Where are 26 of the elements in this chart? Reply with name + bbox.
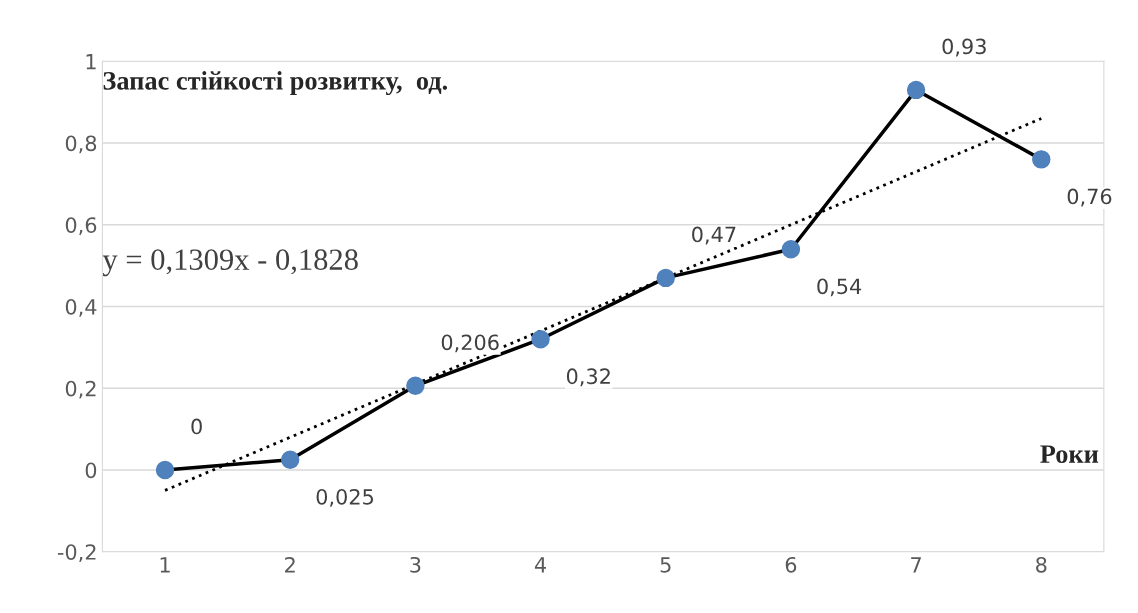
y-tick-label: 0,6: [65, 217, 97, 236]
data-label: 0,206: [441, 334, 499, 353]
x-tick-label: 6: [785, 556, 797, 573]
data-label: 0: [191, 418, 202, 435]
y-tick-label: 0,2: [65, 380, 96, 399]
x-tick-label: 5: [660, 557, 671, 573]
data-label: 0,47: [692, 226, 736, 245]
x-tick-label: 1: [160, 557, 170, 573]
annotation: y = 0,1309x - 0,1828: [102, 249, 358, 277]
data-label: 0,76: [1067, 188, 1112, 207]
x-tick-label: 4: [534, 557, 547, 573]
x-tick-label: 8: [1036, 556, 1047, 573]
chart-title: Запас стійкості розвитку, од.: [103, 71, 448, 96]
y-tick-label: -0,2: [57, 544, 96, 563]
data-label: 0,025: [316, 488, 374, 507]
x-tick-label: 2: [285, 556, 295, 573]
data-label: 0,32: [566, 368, 610, 387]
data-label: 0,93: [942, 38, 986, 57]
x-tick-label: 7: [911, 557, 921, 573]
x-axis-title: Роки: [1040, 445, 1099, 463]
data-label: 0,54: [817, 278, 862, 297]
x-tick-label: 3: [410, 556, 421, 573]
y-tick-label: 0,8: [65, 135, 97, 154]
y-tick-label: 0,4: [65, 298, 97, 317]
y-tick-label: 0: [85, 462, 97, 479]
y-tick-label: 1: [86, 54, 96, 70]
